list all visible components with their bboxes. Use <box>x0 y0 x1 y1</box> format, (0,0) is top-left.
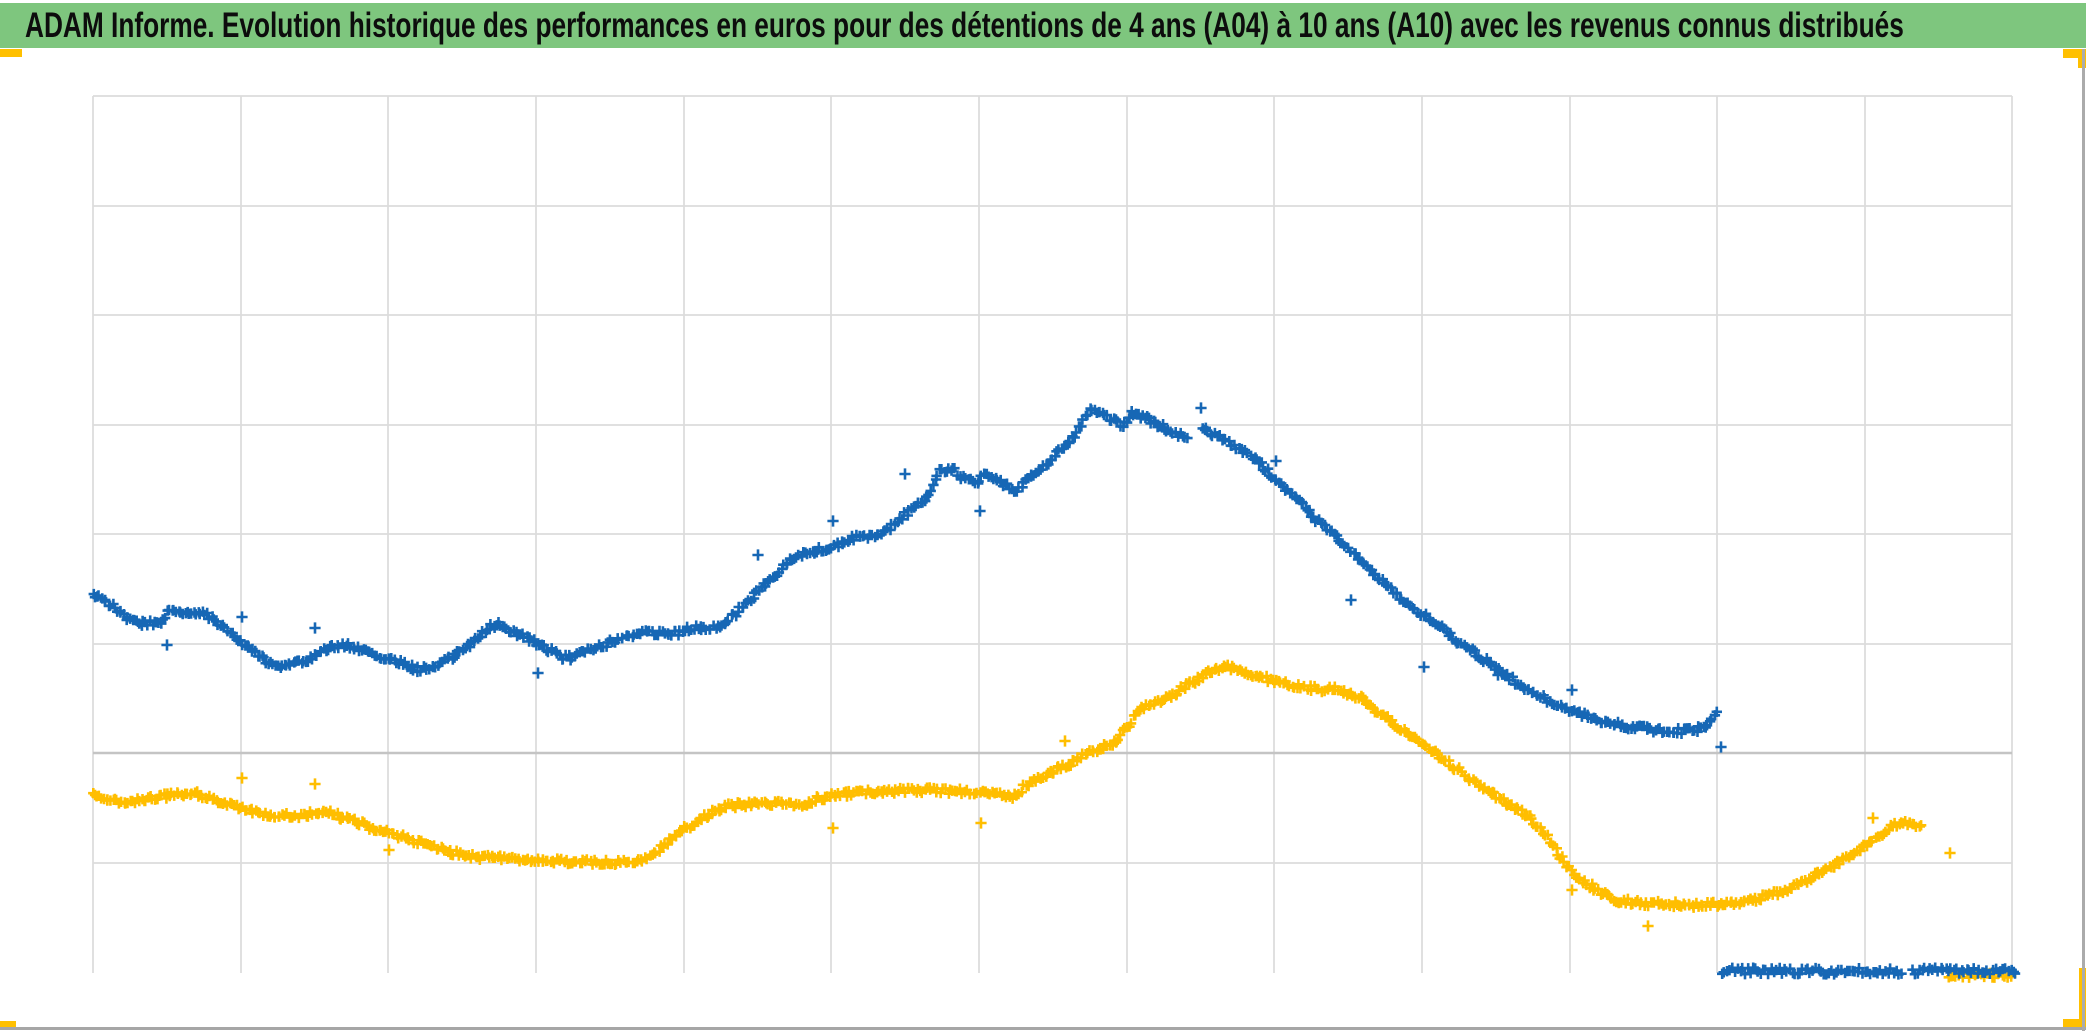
slide-bottom-border <box>0 1027 2086 1030</box>
corner-accent-bottom-left <box>0 1021 16 1029</box>
slide-right-border <box>2082 49 2085 1031</box>
corner-accent-top-right <box>2063 49 2086 58</box>
corner-accent-top-left <box>0 49 22 57</box>
chart-title-bar: ADAM Informe. Evolution historique des p… <box>0 3 2086 48</box>
chart-series_yellow <box>88 659 2019 983</box>
corner-accent-bottom-right <box>2063 1019 2086 1028</box>
chart-series_blue <box>88 402 2021 980</box>
chart-title: ADAM Informe. Evolution historique des p… <box>25 6 1904 45</box>
